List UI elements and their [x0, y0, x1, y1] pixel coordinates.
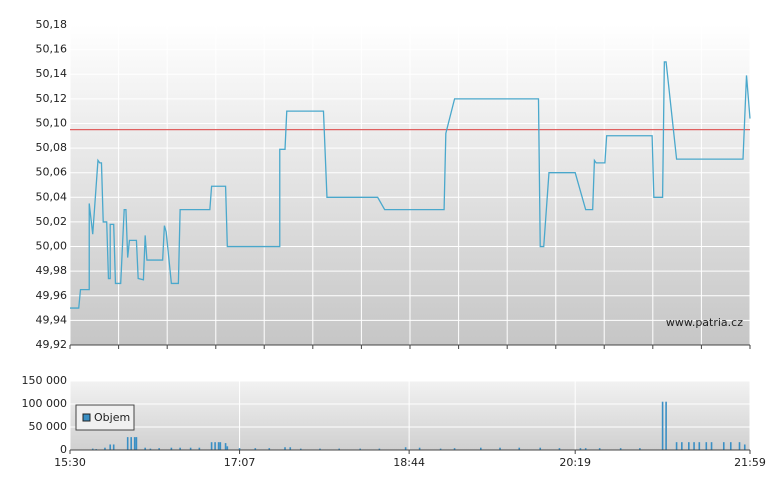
volume-bar [539, 447, 542, 450]
volume-bar [135, 437, 138, 450]
y-tick-label: 50,18 [36, 18, 68, 31]
volume-bar [558, 448, 561, 450]
volume-plot-area [70, 381, 750, 450]
volume-bar [144, 447, 146, 450]
volume-bar [688, 442, 690, 450]
volume-bar [158, 448, 160, 450]
volume-bar [149, 448, 152, 450]
volume-bar [130, 437, 132, 450]
volume-bar [224, 443, 227, 450]
volume-bar [284, 447, 286, 450]
volume-bar [126, 437, 129, 450]
volume-bar [104, 447, 106, 450]
volume-bar [133, 437, 136, 450]
volume-bar [378, 448, 381, 450]
legend-label: Objem [94, 411, 130, 424]
y-tick-label: 50,10 [36, 116, 68, 129]
volume-bar [619, 448, 622, 450]
volume-bar [268, 448, 271, 450]
y-tick-label: 50,14 [36, 67, 68, 80]
volume-bar [217, 442, 220, 450]
volume-bar [499, 447, 501, 450]
volume-bar [598, 448, 601, 450]
volume-bar [179, 447, 181, 450]
volume-bar [226, 446, 229, 450]
y-tick-label: 150 000 [22, 374, 68, 387]
y-tick-label: 50,08 [36, 141, 68, 154]
volume-bar [453, 448, 456, 450]
y-tick-label: 100 000 [22, 397, 68, 410]
volume-bar [675, 442, 678, 450]
price-line [70, 61, 751, 309]
volume-bar [319, 448, 321, 450]
x-tick-label: 21:59 [734, 456, 766, 469]
volume-bar [418, 447, 421, 450]
y-tick-label: 0 [60, 443, 67, 456]
y-tick-label: 49,98 [36, 264, 68, 277]
volume-bar [170, 447, 173, 450]
volume-bar [705, 442, 708, 450]
volume-bar [112, 444, 115, 450]
volume-bar [289, 447, 292, 450]
y-tick-label: 50,04 [36, 190, 68, 203]
volume-bar [359, 448, 361, 450]
y-tick-label: 49,96 [36, 289, 68, 302]
y-tick-label: 50,12 [36, 92, 68, 105]
y-tick-label: 50,02 [36, 215, 68, 228]
volume-bar [219, 442, 222, 450]
x-tick-label: 17:07 [224, 456, 256, 469]
volume-bar [693, 442, 695, 450]
x-tick-label: 15:30 [54, 456, 86, 469]
volume-bar [729, 442, 732, 450]
x-tick-label: 20:19 [559, 456, 591, 469]
volume-bar [404, 447, 407, 450]
volume-bar [214, 442, 216, 450]
y-tick-label: 50,06 [36, 166, 68, 179]
volume-bar [710, 442, 713, 450]
volume-bar [698, 442, 701, 450]
watermark: www.patria.cz [666, 316, 743, 329]
volume-bar [639, 448, 641, 450]
volume-bar [299, 448, 302, 450]
volume-bar [518, 447, 521, 450]
volume-bar [210, 442, 213, 450]
volume-bar [584, 448, 587, 450]
y-tick-label: 50 000 [29, 420, 68, 433]
volume-bar [738, 442, 741, 450]
volume-bar [439, 448, 442, 450]
y-tick-label: 49,94 [36, 313, 68, 326]
legend-swatch [82, 413, 91, 422]
volume-bar [681, 442, 683, 450]
volume-bar [722, 442, 725, 450]
volume-bar [238, 448, 241, 450]
volume-bar [338, 448, 341, 450]
volume-bar [479, 447, 482, 450]
y-tick-label: 49,92 [36, 338, 68, 351]
volume-bar [665, 401, 667, 450]
volume-bar [743, 444, 746, 450]
volume-bar [189, 447, 192, 450]
x-tick-label: 18:44 [393, 456, 425, 469]
volume-bar [254, 448, 257, 450]
volume-bar [579, 448, 582, 450]
volume-bar [198, 447, 201, 450]
y-tick-label: 50,16 [36, 43, 68, 56]
volume-bar [661, 401, 664, 450]
y-tick-label: 50,00 [36, 240, 68, 253]
volume-bar [91, 448, 94, 450]
volume-bar [109, 444, 112, 450]
